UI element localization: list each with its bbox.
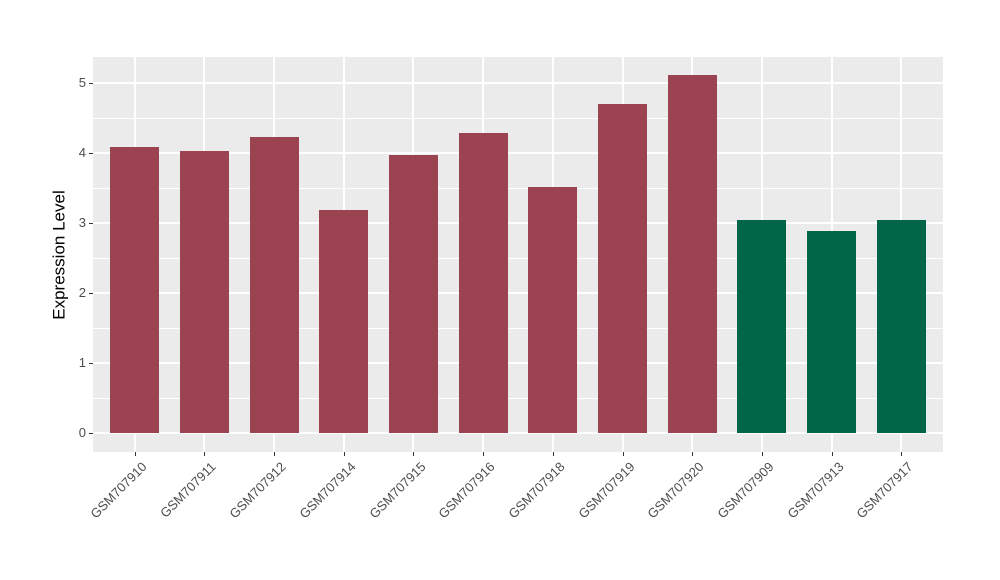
- x-axis-tick: [831, 452, 833, 456]
- x-tick-label: GSM707920: [644, 459, 707, 522]
- y-axis-tick: [89, 83, 93, 84]
- bar-GSM707912: [249, 136, 299, 433]
- x-axis-tick: [901, 452, 903, 456]
- x-tick-label: GSM707918: [505, 459, 568, 522]
- major-gridline: [93, 292, 943, 294]
- y-tick-label: 5: [78, 75, 86, 90]
- y-tick-label: 1: [78, 355, 86, 370]
- x-axis-tick: [622, 452, 624, 456]
- x-tick-label: GSM707915: [365, 459, 429, 522]
- y-tick-label: 3: [78, 215, 86, 230]
- y-axis-title-wrap: Expression Level: [47, 57, 73, 452]
- x-tick-label: GSM707913: [783, 459, 847, 522]
- bar-GSM707919: [598, 104, 647, 433]
- x-tick-label: GSM707914: [296, 459, 359, 522]
- major-gridline: [93, 362, 943, 364]
- minor-gridline: [93, 118, 943, 119]
- bar-GSM707910: [110, 146, 160, 433]
- bar-GSM707911: [179, 150, 229, 433]
- minor-gridline: [93, 258, 943, 259]
- minor-gridline: [93, 398, 943, 399]
- x-axis-tick: [134, 452, 136, 456]
- major-gridline: [93, 222, 943, 224]
- y-axis-tick: [89, 293, 93, 294]
- major-gridline: [93, 152, 943, 154]
- x-axis-tick: [413, 452, 415, 456]
- minor-gridline: [93, 188, 943, 189]
- x-axis-tick: [274, 452, 276, 456]
- x-axis-tick: [692, 452, 694, 456]
- x-tick-label: GSM707912: [226, 459, 289, 522]
- bar-GSM707914: [319, 210, 369, 433]
- x-tick-label: GSM707917: [853, 459, 916, 522]
- x-tick-label: GSM707916: [435, 459, 498, 522]
- bar-GSM707917: [876, 220, 926, 433]
- x-axis-tick: [204, 452, 206, 456]
- x-tick-label: GSM707919: [574, 459, 638, 522]
- minor-gridline: [93, 328, 943, 329]
- y-axis-tick: [89, 433, 93, 434]
- major-gridline: [93, 432, 943, 434]
- y-axis-tick: [89, 363, 93, 364]
- y-tick-label: 2: [78, 285, 86, 300]
- x-axis-tick: [761, 452, 763, 456]
- bar-GSM707915: [388, 155, 438, 433]
- y-tick-label: 4: [78, 145, 86, 160]
- y-axis-tick: [89, 223, 93, 224]
- x-tick-label: GSM707909: [714, 459, 777, 522]
- bar-GSM707920: [667, 75, 717, 433]
- plot-panel: [93, 57, 943, 452]
- y-tick-label: 0: [78, 425, 86, 440]
- x-tick-label: GSM707910: [87, 459, 150, 522]
- y-axis-tick: [89, 153, 93, 154]
- bar-GSM707918: [528, 187, 578, 433]
- bar-GSM707913: [807, 231, 857, 433]
- major-gridline: [93, 82, 943, 84]
- bar-GSM707909: [737, 220, 787, 433]
- x-axis-tick: [552, 452, 554, 456]
- x-axis-tick: [483, 452, 485, 456]
- x-tick-label: GSM707911: [157, 459, 220, 521]
- x-axis-tick: [343, 452, 345, 456]
- bar-GSM707916: [458, 132, 508, 433]
